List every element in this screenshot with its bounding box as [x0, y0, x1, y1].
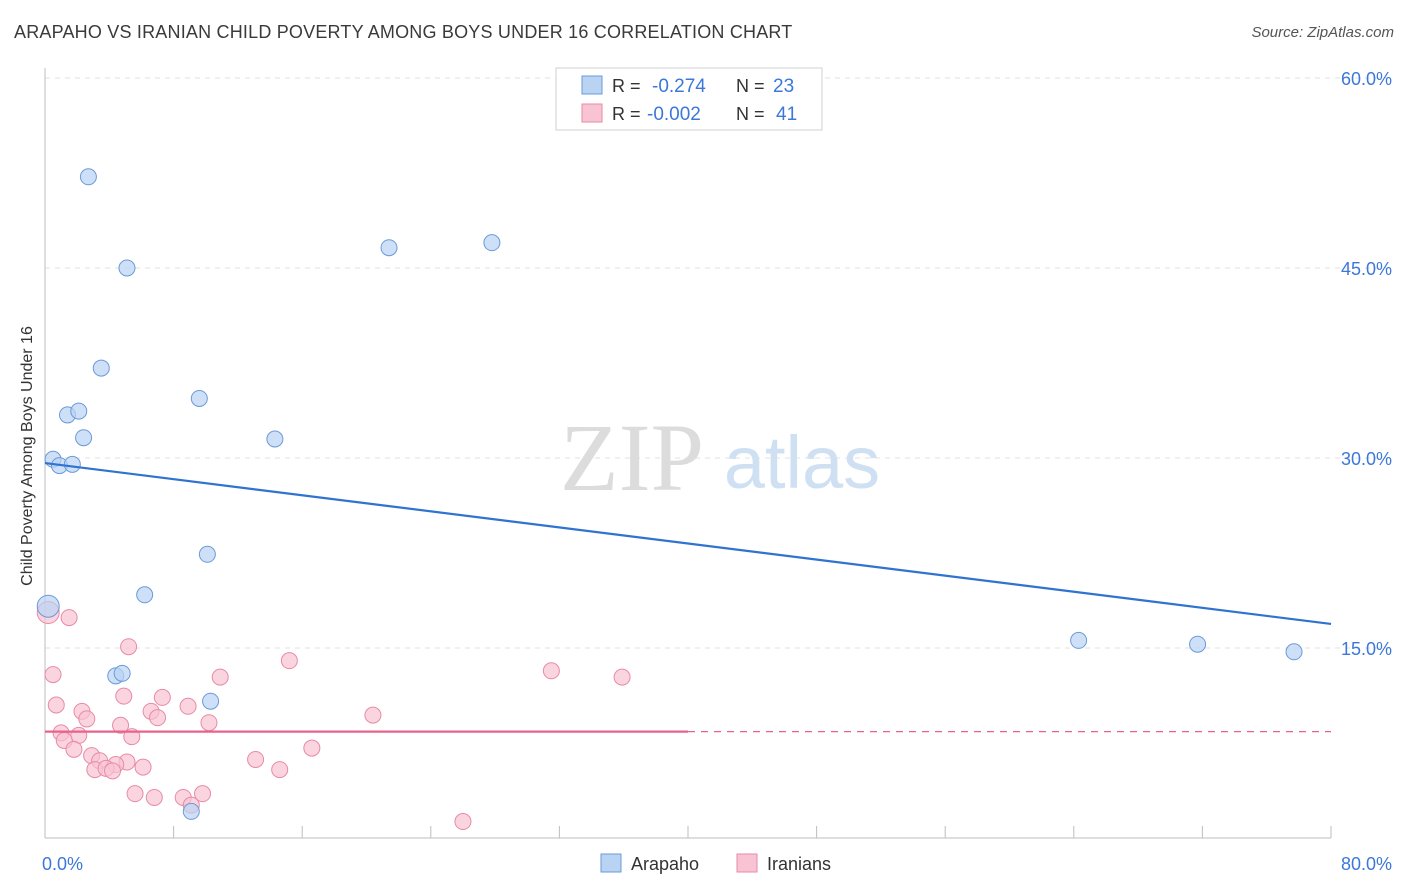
point-arapaho	[182, 802, 200, 820]
point-arapaho	[92, 359, 110, 377]
point-arapaho	[202, 692, 220, 710]
legend-n-value-iranians: 41	[776, 104, 797, 125]
point-arapaho	[136, 586, 154, 604]
point-arapaho	[70, 402, 88, 420]
point-iranians	[65, 740, 83, 758]
watermark-atlas: atlas	[724, 421, 880, 504]
y-tick-label: 30.0%	[1341, 449, 1392, 469]
point-arapaho	[63, 455, 81, 473]
point-iranians	[613, 668, 631, 686]
point-iranians	[153, 688, 171, 706]
point-iranians	[542, 662, 560, 680]
point-arapaho	[79, 168, 97, 186]
point-iranians	[104, 762, 122, 780]
stats-legend: R = -0.274 N = 23 R = -0.002 N = 41	[555, 67, 823, 131]
trend-line-arapaho	[44, 461, 1332, 626]
point-iranians	[194, 785, 212, 803]
point-iranians	[271, 761, 289, 779]
legend-swatch-iranians-bottom	[736, 853, 758, 873]
point-arapaho	[1285, 643, 1303, 661]
y-tick-label: 60.0%	[1341, 69, 1392, 89]
point-iranians	[364, 706, 382, 724]
point-arapaho	[36, 594, 60, 618]
y-tick-label: 15.0%	[1341, 639, 1392, 659]
point-arapaho	[118, 259, 136, 277]
legend-name-arapaho: Arapaho	[631, 854, 699, 874]
legend-r-label-iranians: R =	[612, 104, 641, 124]
point-iranians	[44, 666, 62, 684]
legend-swatch-arapaho	[581, 75, 603, 95]
legend-r-label-arapaho: R =	[612, 76, 641, 96]
point-iranians	[134, 758, 152, 776]
point-arapaho	[113, 664, 131, 682]
point-arapaho	[266, 430, 284, 448]
point-iranians	[211, 668, 229, 686]
legend-r-value-iranians: -0.002	[647, 104, 701, 125]
series-legend: Arapaho Iranians	[600, 853, 831, 874]
point-iranians	[126, 785, 144, 803]
legend-swatch-arapaho-bottom	[600, 853, 622, 873]
point-arapaho	[1189, 635, 1207, 653]
watermark: ZIP atlas	[560, 404, 880, 511]
grid-lines	[45, 77, 1392, 649]
y-tick-labels: 15.0% 30.0% 45.0% 60.0%	[1341, 69, 1392, 659]
point-iranians	[115, 687, 133, 705]
point-arapaho	[380, 239, 398, 257]
trend-lines	[44, 461, 1332, 733]
x-tick-labels: 0.0% 80.0%	[42, 854, 1392, 874]
legend-swatch-iranians	[581, 103, 603, 123]
point-iranians	[78, 710, 96, 728]
legend-r-value-arapaho: -0.274	[652, 76, 706, 97]
legend-n-label-iranians: N =	[736, 104, 765, 124]
point-iranians	[112, 716, 130, 734]
legend-n-label-arapaho: N =	[736, 76, 765, 96]
point-arapaho	[483, 234, 501, 252]
axes	[44, 68, 1332, 839]
chart-title: ARAPAHO VS IRANIAN CHILD POVERTY AMONG B…	[14, 22, 793, 42]
source-label: Source: ZipAtlas.com	[1251, 24, 1394, 41]
point-iranians	[200, 714, 218, 732]
point-iranians	[303, 739, 321, 757]
point-iranians	[179, 697, 197, 715]
point-iranians	[454, 813, 472, 831]
point-iranians	[120, 638, 138, 656]
y-tick-label: 45.0%	[1341, 259, 1392, 279]
legend-name-iranians: Iranians	[767, 854, 831, 874]
point-iranians	[60, 609, 78, 627]
series-arapaho	[36, 168, 1303, 820]
series-iranians	[36, 601, 631, 831]
point-arapaho	[198, 545, 216, 563]
watermark-zip: ZIP	[560, 404, 704, 511]
x-tick-label: 0.0%	[42, 854, 83, 874]
point-arapaho	[75, 429, 93, 447]
x-tick-label: 80.0%	[1341, 854, 1392, 874]
point-iranians	[149, 709, 167, 727]
legend-n-value-arapaho: 23	[773, 76, 794, 97]
point-arapaho	[190, 389, 208, 407]
point-iranians	[280, 652, 298, 670]
point-iranians	[247, 750, 265, 768]
point-iranians	[47, 696, 65, 714]
point-iranians	[145, 788, 163, 806]
point-arapaho	[1070, 631, 1088, 649]
